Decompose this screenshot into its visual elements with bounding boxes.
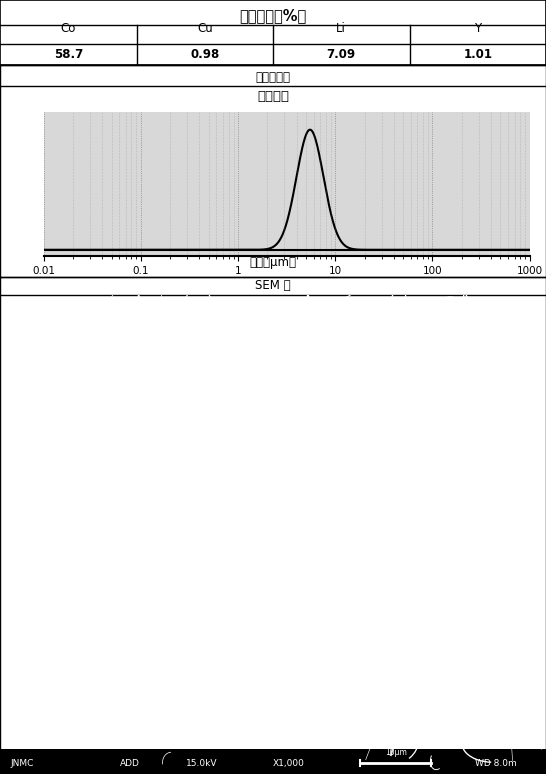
Text: 58.7: 58.7 [54,48,83,61]
Text: 激光粒度图: 激光粒度图 [256,71,290,84]
Text: 化学含量（%）: 化学含量（%） [239,8,307,22]
Text: 0.98: 0.98 [190,48,219,61]
Text: ADD: ADD [120,759,140,768]
Text: 粒度分布: 粒度分布 [257,91,289,104]
Text: Co: Co [61,22,76,35]
Text: 1.01: 1.01 [463,48,492,61]
Text: 7.09: 7.09 [327,48,356,61]
Text: 10μm: 10μm [385,748,407,757]
Text: JNMC: JNMC [11,759,34,768]
Text: SEM 图: SEM 图 [255,279,291,293]
Bar [0,749,546,774]
Text: WD 8.0m: WD 8.0m [475,759,517,768]
Text: Cu: Cu [197,22,212,35]
Text: 15.0kV: 15.0kV [186,759,217,768]
Text: Y: Y [474,22,482,35]
Text: Li: Li [336,22,346,35]
Text: X1,000: X1,000 [273,759,305,768]
Text: 粒度（μm）: 粒度（μm） [250,255,296,269]
